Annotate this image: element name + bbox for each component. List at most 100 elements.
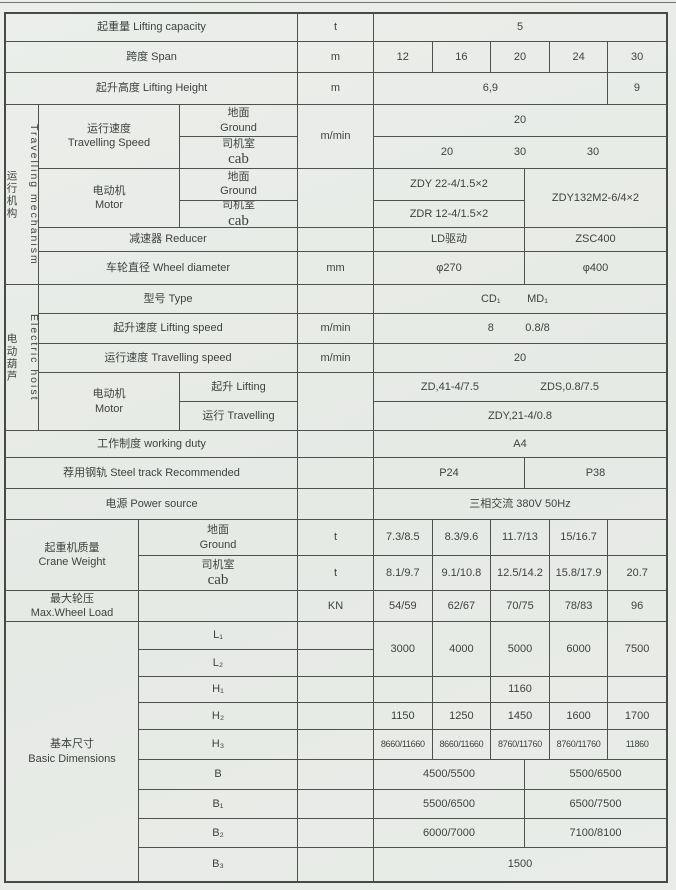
label-en: Basic Dimensions: [28, 752, 116, 765]
b3-unit-empty: [298, 848, 374, 881]
dim-cell: 1450: [491, 703, 550, 729]
hoist-lift-speed-v2: 0.8/8: [525, 322, 550, 335]
label-en: Crane Weight: [38, 556, 106, 568]
reducer-left-value: LD驱动: [374, 227, 525, 252]
h1-unit-empty: [298, 677, 374, 702]
basic-dimensions-label: 基本尺寸 Basic Dimensions: [6, 622, 139, 881]
dim-cell: [374, 677, 433, 702]
l2-unit-empty: [298, 650, 374, 676]
dim-label-b: B: [139, 760, 298, 789]
wheel-load-cell: 70/75: [491, 591, 550, 621]
hoist-motor-lift-v2: ZDS,0.8/7.5: [540, 381, 599, 394]
row-hoist-travelling-speed: 运行速度 Travelling speed m/min 20: [39, 343, 666, 374]
travelling-motor-left-values: ZDY 22-4/1.5×2 ZDR 12-4/1.5×2: [374, 168, 525, 227]
b1-left-value: 5500/6500: [374, 790, 525, 818]
b1-right-value: 6500/7500: [569, 797, 622, 810]
max-wheel-load-label: 最大轮压 Max.Wheel Load: [6, 591, 139, 621]
travelling-motor-values: ZDY 22-4/1.5×2 ZDR 12-4/1.5×2 ZDY132M2-6…: [374, 168, 666, 227]
working-duty-value: A4: [513, 437, 527, 450]
crane-weight-cab-values: 8.1/9.7 9.1/10.8 12.5/14.2 15.8/17.9 20.…: [374, 556, 666, 590]
power-source-label: 电源 Power source: [6, 489, 298, 519]
weight-cell: 7.3/8.5: [374, 520, 433, 555]
sublabel-cab: 司机室 cab: [180, 201, 297, 227]
row-hoist-lifting-speed: 起升速度 Lifting speed m/min 8 0.8/8: [39, 313, 666, 344]
reducer-unit-empty: [298, 227, 374, 252]
label-zh: 起重机质量: [44, 541, 100, 554]
row-basic-dimensions: 基本尺寸 Basic Dimensions L₁ L₂ 3000 40: [6, 622, 666, 881]
wheel-diameter-unit: mm: [298, 252, 374, 284]
steel-track-unit-empty: [298, 458, 374, 488]
sublabel-travelling: 运行 Travelling: [202, 410, 275, 423]
wheel-load-cell: 62/67: [433, 591, 492, 621]
row-l1-l2: L₁ L₂ 3000 4000 5000 6000 7500: [139, 622, 666, 677]
crane-weight-cab-row: 司机室 cab t 8.1/9.7 9.1/10.8 12.5/14.2 15.…: [139, 556, 666, 590]
label-en: Ground: [220, 185, 257, 198]
span-value-cell: 16: [433, 42, 492, 72]
sublabel-ground: 地面 Ground: [180, 105, 297, 137]
hoist-type-label: 型号 Type: [39, 285, 298, 313]
hoist-type-v2: MD₁: [527, 292, 548, 305]
weight-cell: 9.1/10.8: [433, 556, 492, 590]
label-en: Ground: [220, 121, 257, 134]
label-zh: 司机室: [222, 138, 255, 150]
travelling-motor-label: 电动机 Motor: [39, 168, 180, 227]
row-travelling-motor: 电动机 Motor 地面 Ground 司机室 cab ZD: [39, 168, 666, 228]
dim-cell: [550, 677, 609, 702]
weight-cell: 12.5/14.2: [491, 556, 550, 590]
dim-cell: 8760/11760: [550, 730, 609, 759]
crane-weight-ground-values: 7.3/8.5 8.3/9.6 11.7/13 15/16.7: [374, 520, 666, 555]
dim-label-h1: H₁: [139, 677, 298, 702]
hoist-motor-values: ZD,41-4/7.5 ZDS,0.8/7.5 ZDY,21-4/0.8: [374, 373, 666, 430]
l1-unit-empty: [298, 622, 374, 649]
dim-cell: [608, 677, 666, 702]
dim-cell: 1700: [624, 709, 650, 722]
weight-cell: 8.1/9.7: [374, 556, 433, 590]
motor-cab-value: ZDR 12-4/1.5×2: [409, 207, 489, 220]
working-duty-label: 工作制度 working duty: [6, 431, 298, 457]
label-zh: 司机室: [201, 558, 235, 571]
row-lifting-capacity: 起重量 Lifting capacity t 5: [6, 14, 666, 42]
travelling-speed-ground-value: 20: [374, 105, 666, 137]
l2-label-row: L₂: [139, 650, 374, 676]
dim-label-h3: H₃: [139, 730, 298, 759]
b-right-value: 5500/6500: [569, 768, 622, 781]
weight-cell: [608, 520, 666, 555]
basic-dimensions-rows: L₁ L₂ 3000 4000 5000 6000 7500: [139, 622, 666, 881]
hoist-travelling-speed-value: 20: [513, 351, 527, 364]
weight-cell: 20.7: [626, 566, 648, 579]
weight-cell: 15.8/17.9: [550, 556, 609, 590]
section-travelling-rows: 运行速度 Travelling Speed 地面 Ground 司机室 cab …: [39, 105, 666, 284]
label-en: cab: [228, 212, 249, 227]
sublabel-ground: 地面 Ground: [139, 520, 298, 555]
lifting-height-main: 6,9: [374, 73, 608, 104]
hoist-motor-lifting-values: ZD,41-4/7.5 ZDS,0.8/7.5: [374, 373, 666, 403]
travelling-speed-sublabels: 地面 Ground 司机室 cab: [180, 105, 298, 168]
crane-weight-ground-unit: t: [298, 520, 374, 555]
max-wheel-load-sublabel-empty: [139, 591, 298, 621]
lifting-capacity-unit: t: [298, 14, 374, 41]
h3-unit-empty: [298, 730, 374, 759]
b-unit-empty: [298, 760, 374, 789]
section-hoist-label: 电动葫芦 Electric hoist: [6, 285, 39, 430]
label-zh: 运行速度: [87, 123, 131, 136]
label-en: Motor: [94, 402, 124, 415]
span-label: 跨度 Span: [6, 42, 298, 72]
label-zh: 地面: [227, 171, 250, 183]
lifting-height-unit: m: [298, 73, 374, 104]
h1-values: 1160: [374, 677, 666, 702]
label-zh: 最大轮压: [50, 592, 94, 605]
wheel-diameter-label: 车轮直径 Wheel diameter: [39, 252, 298, 284]
span-value-cell: 12: [374, 42, 433, 72]
reducer-label: 减速器 Reducer: [39, 227, 298, 252]
span-values: 12 16 20 24 30: [374, 42, 666, 72]
section-travelling-label: 运行机构 Travelling mechanism: [6, 105, 39, 284]
dim-cell: 1250: [433, 703, 492, 729]
label-en: Travelling Speed: [67, 137, 151, 150]
hoist-motor-sublabels: 起升 Lifting 运行 Travelling: [180, 373, 298, 430]
hoist-motor-unit-empty: [298, 373, 374, 430]
steel-track-label: 荐用钢轨 Steel track Recommended: [6, 458, 298, 488]
hoist-motor-label: 电动机 Motor: [39, 373, 180, 430]
hoist-type-unit-empty: [298, 285, 374, 313]
b-left-value: 4500/5500: [374, 760, 525, 789]
power-source-unit-empty: [298, 489, 374, 519]
